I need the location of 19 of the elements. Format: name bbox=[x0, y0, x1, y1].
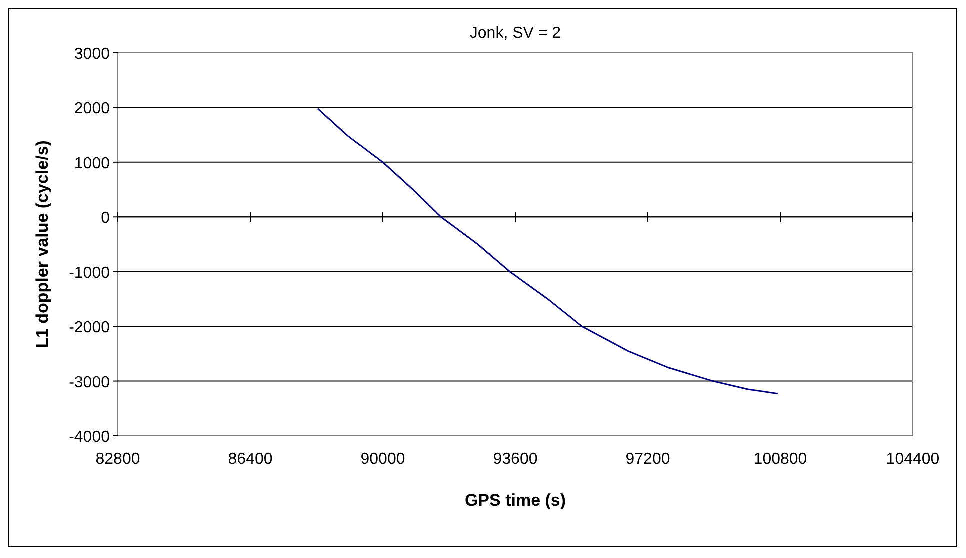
y-tick-label: -4000 bbox=[69, 429, 110, 446]
y-axis-title: L1 doppler value (cycle/s) bbox=[33, 140, 52, 348]
x-tick-label: 97200 bbox=[626, 451, 670, 468]
x-tick-label: 86400 bbox=[228, 451, 273, 468]
y-tick-label: 0 bbox=[101, 210, 110, 228]
chart-title: Jonk, SV = 2 bbox=[470, 25, 562, 42]
x-tick-label: 104400 bbox=[886, 451, 940, 468]
line-series bbox=[317, 108, 779, 395]
y-tick-label: -1000 bbox=[69, 264, 110, 282]
x-tick-label: 100800 bbox=[754, 451, 808, 468]
y-tick-label: 1000 bbox=[74, 155, 110, 172]
y-tick-label: 3000 bbox=[74, 46, 110, 63]
x-tick-label: 93600 bbox=[493, 451, 538, 468]
y-tick-label: -3000 bbox=[69, 374, 110, 392]
x-tick-label: 90000 bbox=[360, 451, 406, 468]
x-axis-title: GPS time (s) bbox=[464, 491, 566, 510]
x-tick-label: 82800 bbox=[96, 451, 140, 468]
y-tick-label: 2000 bbox=[74, 100, 110, 118]
y-tick-label: -2000 bbox=[69, 320, 110, 337]
